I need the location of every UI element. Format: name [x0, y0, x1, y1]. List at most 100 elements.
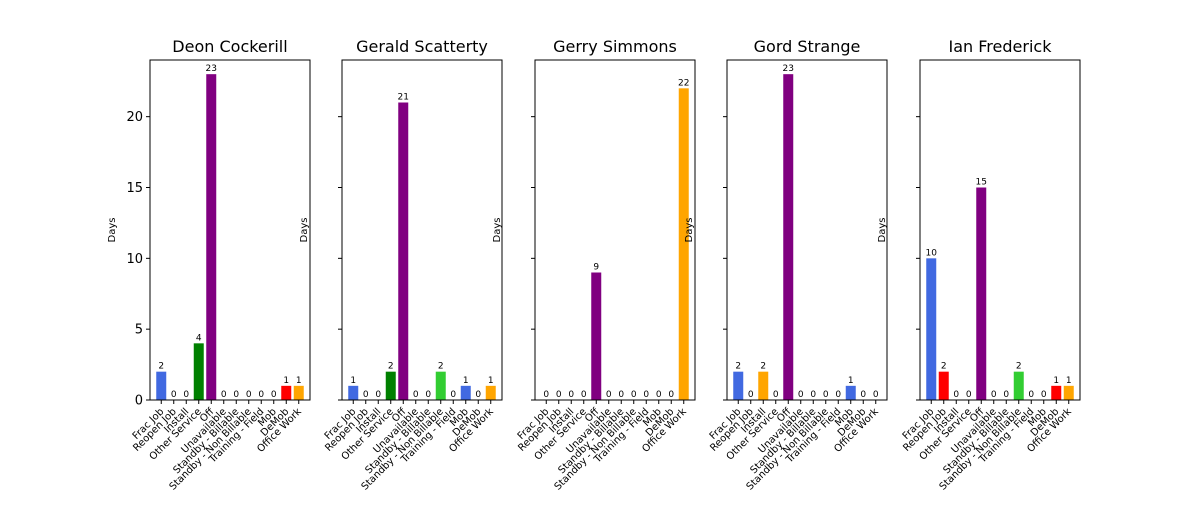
data-label: 2 [760, 362, 766, 372]
bar [938, 371, 949, 400]
data-label: 4 [196, 333, 202, 343]
plot-frame [341, 59, 503, 401]
data-label: 0 [425, 390, 431, 400]
data-label: 1 [463, 376, 469, 386]
data-label: 0 [643, 390, 649, 400]
data-label: 0 [656, 390, 662, 400]
data-label: 0 [258, 390, 264, 400]
data-label: 0 [271, 390, 277, 400]
ytick-label: 5 [135, 323, 143, 338]
data-label: 1 [1053, 376, 1059, 386]
bar [435, 371, 446, 400]
data-label: 0 [748, 390, 754, 400]
plot-frame [919, 59, 1081, 401]
ytick-label: 0 [135, 394, 143, 409]
data-label: 0 [363, 390, 369, 400]
bar [1063, 385, 1074, 400]
data-label: 0 [543, 390, 549, 400]
y-axis-label: Days [492, 218, 503, 243]
data-label: 2 [388, 362, 394, 372]
data-label: 0 [606, 390, 612, 400]
data-label: 0 [568, 390, 574, 400]
data-label: 0 [823, 390, 829, 400]
bar [485, 385, 496, 400]
data-label: 2 [941, 362, 947, 372]
bar [783, 74, 794, 401]
panel-title: Gord Strange [754, 37, 861, 56]
panel-title: Gerald Scatterty [356, 37, 488, 56]
data-label: 2 [158, 362, 164, 372]
bar [156, 371, 167, 400]
data-label: 1 [350, 376, 356, 386]
data-label: 0 [966, 390, 972, 400]
panel-title: Deon Cockerill [172, 37, 287, 56]
data-label: 0 [1028, 390, 1034, 400]
data-label: 1 [296, 376, 302, 386]
plot-frame [534, 59, 696, 401]
data-label: 0 [618, 390, 624, 400]
data-label: 0 [953, 390, 959, 400]
data-label: 0 [581, 390, 587, 400]
data-label: 0 [221, 390, 227, 400]
ytick-label: 10 [126, 252, 143, 267]
bar [348, 385, 359, 400]
data-label: 0 [246, 390, 252, 400]
bar [293, 385, 304, 400]
data-label: 0 [631, 390, 637, 400]
data-label: 0 [1003, 390, 1009, 400]
data-label: 0 [835, 390, 841, 400]
bar [733, 371, 744, 400]
bar [398, 102, 409, 400]
bar [1051, 385, 1062, 400]
bar [926, 258, 937, 400]
data-label: 1 [488, 376, 494, 386]
data-label: 23 [783, 64, 794, 74]
data-label: 21 [398, 93, 409, 103]
y-axis-label: Days [107, 218, 118, 243]
data-label: 1 [848, 376, 854, 386]
bar [678, 88, 689, 400]
data-label: 0 [860, 390, 866, 400]
bar [206, 74, 217, 401]
panel-title: Gerry Simmons [553, 37, 677, 56]
data-label: 0 [171, 390, 177, 400]
data-label: 0 [810, 390, 816, 400]
data-label: 2 [735, 362, 741, 372]
y-axis-label: Days [299, 218, 310, 243]
data-label: 22 [678, 78, 689, 88]
bar [385, 371, 396, 400]
data-label: 0 [991, 390, 997, 400]
data-label: 1 [1066, 376, 1072, 386]
bar [758, 371, 769, 400]
bar [976, 187, 987, 400]
bar [1013, 371, 1024, 400]
data-label: 9 [593, 263, 599, 273]
y-axis-label: Days [684, 218, 695, 243]
bar [591, 272, 602, 400]
data-label: 0 [413, 390, 419, 400]
data-label: 23 [206, 64, 217, 74]
data-label: 0 [233, 390, 239, 400]
data-label: 0 [773, 390, 779, 400]
data-label: 0 [556, 390, 562, 400]
data-label: 2 [1016, 362, 1022, 372]
data-label: 0 [183, 390, 189, 400]
panel-title: Ian Frederick [949, 37, 1053, 56]
data-label: 0 [873, 390, 879, 400]
data-label: 0 [475, 390, 481, 400]
data-label: 0 [375, 390, 381, 400]
data-label: 2 [438, 362, 444, 372]
ytick-label: 20 [126, 110, 143, 125]
plot-frame [149, 59, 311, 401]
data-label: 0 [1041, 390, 1047, 400]
data-label: 15 [976, 178, 987, 188]
ytick-label: 15 [126, 181, 143, 196]
data-label: 0 [668, 390, 674, 400]
bar [281, 385, 292, 400]
